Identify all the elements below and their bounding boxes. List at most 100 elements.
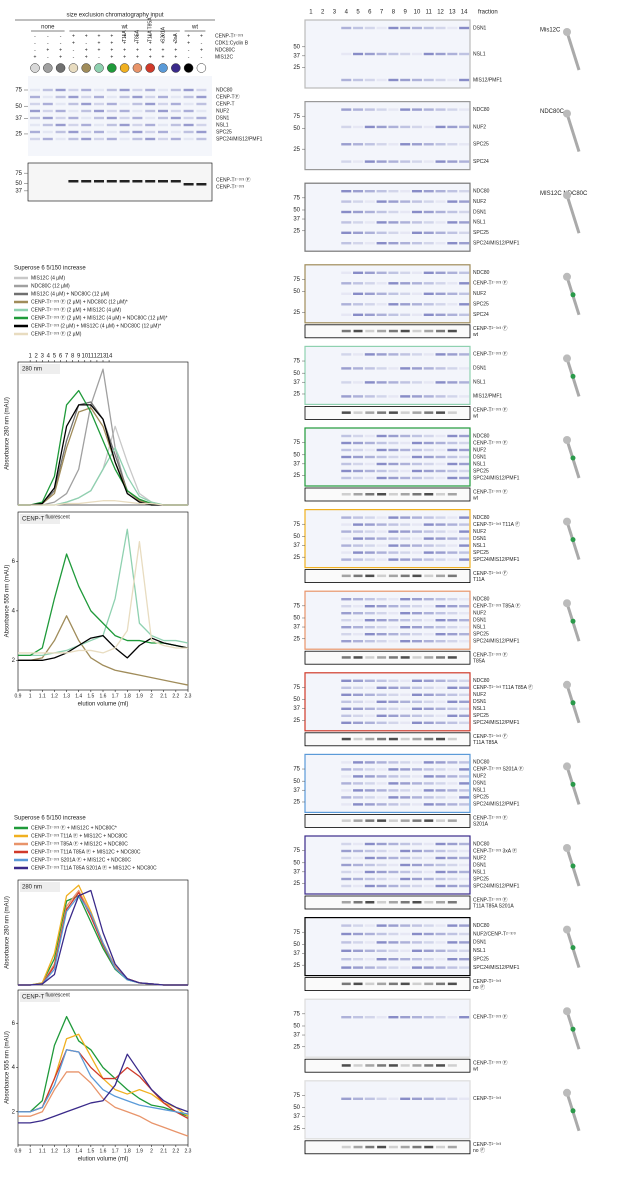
- band-label: CENP-T²⁻³⁷³ Ⓕ: [473, 280, 507, 287]
- gel-band: [353, 558, 364, 561]
- strip-band: [388, 1145, 398, 1149]
- strip-band: [353, 656, 363, 659]
- gel-band: [376, 686, 387, 689]
- gel-band: [411, 714, 422, 717]
- gel-band: [400, 700, 411, 703]
- gel-band: [388, 313, 399, 316]
- gel-band: [364, 462, 375, 466]
- gel-band: [435, 210, 446, 214]
- fraction-label: 7: [65, 354, 69, 360]
- gel-band: [400, 544, 411, 547]
- gel-band: [30, 137, 40, 141]
- gel-band: [423, 775, 434, 778]
- row-label: CDK1:Cyclin B: [215, 40, 249, 46]
- gel-band: [388, 884, 399, 888]
- gel-band: [68, 95, 79, 99]
- gel-band: [364, 775, 375, 778]
- strip-band: [424, 1145, 434, 1149]
- gel-band: [400, 768, 411, 771]
- sign: +: [162, 33, 165, 39]
- gel-band: [435, 462, 446, 466]
- gel-band: [459, 626, 470, 629]
- fraction-label: 3: [41, 354, 45, 360]
- band-label: DSN1: [473, 25, 487, 31]
- band-label: SPC24/MIS12/PMF1: [473, 475, 520, 481]
- strip-band: [365, 1064, 375, 1067]
- gel-band: [364, 455, 375, 459]
- gel-band: [423, 679, 434, 682]
- gel-band: [411, 626, 422, 629]
- band-label: NSL1: [473, 948, 486, 954]
- strip-band: [388, 493, 398, 496]
- gel-band: [459, 537, 470, 540]
- mw-label: 25: [293, 636, 300, 642]
- gel-band: [388, 1016, 399, 1019]
- gel-band: [353, 395, 364, 398]
- gel-band: [353, 551, 364, 554]
- y-axis-label: Absorbance 280 nm (mAU): [5, 397, 11, 470]
- gel-band: [341, 707, 352, 710]
- gel-band: [341, 210, 352, 214]
- gel-band: [400, 52, 411, 56]
- gel-band: [376, 877, 387, 881]
- gel-band: [341, 303, 352, 306]
- gel-band: [423, 516, 434, 519]
- gel-band: [132, 116, 143, 120]
- strip-band: [353, 1064, 363, 1067]
- gel-band: [376, 619, 387, 622]
- gel-band: [55, 116, 66, 120]
- gel-band: [388, 619, 399, 622]
- gel-band: [341, 353, 352, 356]
- gel-band: [423, 381, 434, 384]
- gel-band: [106, 88, 117, 92]
- gel-band: [376, 551, 387, 554]
- gel-band: [94, 130, 104, 134]
- strip-band: [400, 737, 410, 741]
- mw-label: 75: [293, 359, 300, 365]
- gel-band: [435, 381, 446, 384]
- gel-band: [459, 842, 470, 846]
- gel-band: [423, 924, 434, 927]
- gel-band: [341, 640, 352, 643]
- fraction-label: 8: [71, 354, 75, 360]
- gel-band: [400, 619, 411, 622]
- gel-band: [353, 796, 364, 799]
- strip-band: [412, 901, 422, 904]
- gel-band: [435, 612, 446, 615]
- gel-band: [447, 143, 458, 146]
- gel-band: [411, 958, 422, 961]
- gel-band: [423, 856, 434, 860]
- plot-frame: [17, 879, 189, 986]
- gel-band: [364, 761, 375, 764]
- gel-band: [447, 367, 458, 370]
- strip-band: [400, 1145, 410, 1149]
- gel-band: [400, 803, 411, 806]
- gel-band: [364, 700, 375, 703]
- band-label: DSN1: [473, 454, 487, 460]
- gel-band: [376, 462, 387, 466]
- gel-band: [376, 271, 387, 274]
- band-label: NDC80: [473, 760, 490, 766]
- gel-band: [388, 210, 399, 214]
- mw-label: 37: [293, 217, 300, 223]
- gel-band: [158, 123, 168, 127]
- gel-band: [411, 789, 422, 792]
- gel-band: [435, 242, 446, 245]
- gel-band: [119, 180, 130, 183]
- gel-band: [423, 626, 434, 629]
- gel-band: [353, 721, 364, 724]
- gel-band: [42, 116, 53, 120]
- band-label: CENP-T²⁻³⁷³: [216, 184, 244, 190]
- gel-band: [341, 537, 352, 540]
- gel-band: [55, 95, 66, 99]
- strip-band: [400, 574, 410, 578]
- gel-band: [183, 116, 194, 120]
- gel-band: [411, 544, 422, 547]
- mw-label: 50: [293, 208, 300, 214]
- gel-band: [388, 441, 399, 445]
- x-tick-label: 1.4: [75, 693, 82, 699]
- sign: -: [201, 40, 203, 46]
- strip-band: [400, 819, 410, 822]
- series-line: [18, 447, 188, 506]
- gel-band: [376, 932, 387, 936]
